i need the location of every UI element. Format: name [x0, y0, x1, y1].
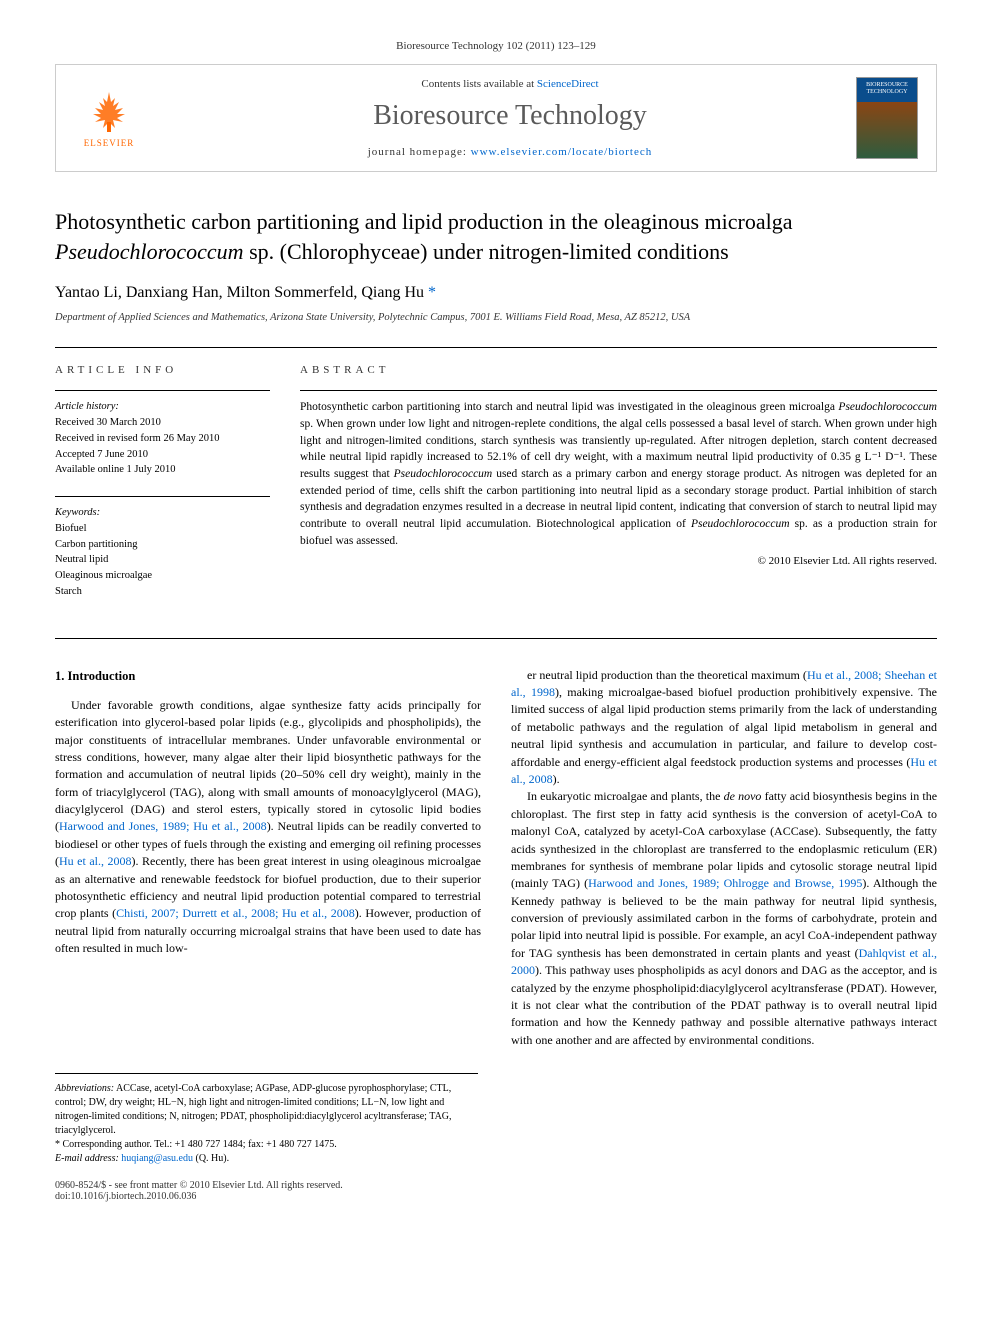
corresponding-email-link[interactable]: huqiang@asu.edu	[121, 1153, 193, 1164]
footer-doi: doi:10.1016/j.biortech.2010.06.036	[55, 1191, 343, 1202]
journal-header-box: ELSEVIER Contents lists available at Sci…	[55, 64, 937, 172]
history-heading: Article history:	[55, 401, 119, 412]
keyword: Neutral lipid	[55, 554, 108, 565]
keyword: Biofuel	[55, 523, 87, 534]
sciencedirect-link[interactable]: ScienceDirect	[537, 78, 599, 90]
corresponding-author-footnote: * Corresponding author. Tel.: +1 480 727…	[55, 1138, 478, 1152]
journal-reference: Bioresource Technology 102 (2011) 123–12…	[55, 40, 937, 52]
keywords-heading: Keywords:	[55, 507, 100, 518]
email-prefix: E-mail address:	[55, 1153, 121, 1164]
journal-cover-thumbnail[interactable]: BIORESOURCE TECHNOLOGY	[856, 77, 918, 159]
keywords-block: Keywords: Biofuel Carbon partitioning Ne…	[55, 496, 270, 600]
affiliation: Department of Applied Sciences and Mathe…	[55, 312, 937, 323]
page-footer: 0960-8524/$ - see front matter © 2010 El…	[55, 1180, 937, 1210]
footnotes-block: Abbreviations: ACCase, acetyl-CoA carbox…	[55, 1073, 478, 1166]
elsevier-logo[interactable]: ELSEVIER	[74, 81, 144, 156]
abstract-label: ABSTRACT	[300, 364, 937, 376]
keyword: Starch	[55, 586, 82, 597]
article-title: Photosynthetic carbon partitioning and l…	[55, 207, 937, 266]
contents-prefix: Contents lists available at	[421, 78, 536, 90]
section-heading-introduction: 1. Introduction	[55, 667, 481, 685]
keyword: Carbon partitioning	[55, 539, 138, 550]
abstract-copyright: © 2010 Elsevier Ltd. All rights reserved…	[300, 555, 937, 567]
body-paragraph: er neutral lipid production than the the…	[511, 667, 937, 789]
history-line: Received 30 March 2010	[55, 417, 161, 428]
abstract-text: Photosynthetic carbon partitioning into …	[300, 390, 937, 549]
footer-copyright: 0960-8524/$ - see front matter © 2010 El…	[55, 1180, 343, 1191]
contents-line: Contents lists available at ScienceDirec…	[164, 78, 856, 90]
abbreviations-footnote: Abbreviations: ACCase, acetyl-CoA carbox…	[55, 1082, 478, 1138]
homepage-line: journal homepage: www.elsevier.com/locat…	[164, 146, 856, 158]
history-line: Received in revised form 26 May 2010	[55, 433, 219, 444]
history-line: Available online 1 July 2010	[55, 464, 176, 475]
homepage-link[interactable]: www.elsevier.com/locate/biortech	[471, 146, 653, 158]
elsevier-tree-icon	[85, 88, 133, 136]
email-footnote: E-mail address: huqiang@asu.edu (Q. Hu).	[55, 1152, 478, 1166]
history-line: Accepted 7 June 2010	[55, 449, 148, 460]
email-suffix: (Q. Hu).	[193, 1153, 229, 1164]
homepage-prefix: journal homepage:	[368, 146, 471, 158]
article-info-label: ARTICLE INFO	[55, 364, 270, 376]
elsevier-label: ELSEVIER	[84, 138, 135, 148]
authors-line: Yantao Li, Danxiang Han, Milton Sommerfe…	[55, 284, 937, 302]
section-divider	[55, 638, 937, 639]
journal-title: Bioresource Technology	[164, 100, 856, 132]
footer-logo-placeholder	[857, 1180, 937, 1210]
keyword: Oleaginous microalgae	[55, 570, 152, 581]
body-paragraph: Under favorable growth conditions, algae…	[55, 697, 481, 958]
body-paragraph: In eukaryotic microalgae and plants, the…	[511, 788, 937, 1049]
cover-thumb-title: BIORESOURCE TECHNOLOGY	[859, 82, 915, 95]
article-history-block: Article history: Received 30 March 2010 …	[55, 390, 270, 478]
